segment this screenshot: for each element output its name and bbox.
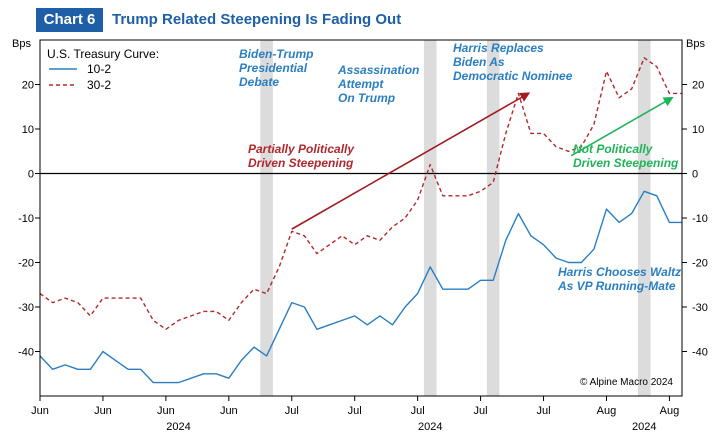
y-tick-label-left: 20 [22,80,34,92]
x-tick-label: Jul [285,405,299,417]
y-axis-label-right: Bps [686,38,705,50]
annotation-assassination-attempt: Assassination Attempt On Trump [337,63,419,105]
x-tick-label: Jul [474,405,488,417]
annotation-partially-political-line: Partially Politically [248,142,355,156]
event-shade-band [637,40,651,396]
annotation-biden-trump-debate-line: Presidential [239,61,308,75]
legend-label-30-2: 30-2 [87,78,111,92]
annotation-harris-replaces-biden-line: Harris Replaces [453,41,544,55]
annotation-biden-trump-debate-line: Debate [239,75,279,89]
y-tick-label-right: -10 [692,213,708,225]
y-tick-label-right: 10 [692,124,704,136]
x-tick-label: Jun [157,405,175,417]
y-tick-label-left: -40 [18,347,34,359]
y-tick-label-right: 0 [692,169,698,181]
annotation-harris-chooses-walz: Harris Chooses Waltz As VP Running-Mate [557,265,681,293]
annotations-group: Biden-Trump Presidential Debate Assassinati… [239,41,681,388]
legend: U.S. Treasury Curve:10-2 30-2 [47,47,159,92]
annotation-assassination-attempt-line: Attempt [337,77,384,91]
source-credit: © Alpine Macro 2024 [580,377,673,388]
y-tick-label-left: -30 [18,302,34,314]
chart-header: Chart 6 Trump Related Steepening Is Fadi… [0,0,727,38]
x-tick-label: Jun [31,405,49,417]
series-line-10-2 [39,190,682,384]
x-tick-label: Jun [94,405,112,417]
chart-title: Trump Related Steepening Is Fading Out [112,11,402,28]
x-year-label: 2024 [632,421,656,433]
annotation-not-political: Not Politically Driven Steepening [573,142,679,170]
legend-title: U.S. Treasury Curve: [47,47,159,61]
x-year-label: 2024 [166,421,190,433]
x-year-label: 2024 [418,421,442,433]
annotation-harris-replaces-biden-line: Biden As [453,55,505,69]
y-tick-label-right: 20 [692,80,704,92]
y-tick-label-left: -20 [18,258,34,270]
annotation-assassination-attempt-line: On Trump [338,91,395,105]
annotation-biden-trump-debate-line: Biden-Trump [239,47,313,61]
event-shade-band [423,40,437,396]
annotation-not-political-line: Driven Steepening [573,156,679,170]
annotation-harris-replaces-biden-line: Democratic Nominee [453,69,573,83]
annotation-not-political-line: Not Politically [573,142,654,156]
chart-number-label: Chart 6 [36,8,103,32]
x-tick-label: Jun [220,405,238,417]
x-tick-label: Jul [536,405,550,417]
event-shade-band [486,40,500,396]
x-tick-label: Jul [348,405,362,417]
x-tick-label: Aug [597,405,617,417]
event-shade-band [260,40,273,396]
legend-label-10-2: 10-2 [87,62,111,76]
annotation-partially-political: Partially Politically Driven Steepening [248,142,355,170]
x-tick-label: Jul [411,405,425,417]
y-tick-label-left: 10 [22,124,34,136]
event-shading-group [260,40,651,396]
annotation-harris-chooses-walz-line: As VP Running-Mate [557,279,676,293]
series-group [39,57,682,384]
y-tick-label-right: -30 [692,302,708,314]
non-political-steepening-arrow [570,96,674,157]
series-line-30-2 [39,57,682,330]
axis-ticks-group: Bps Bps 20 20 10 10 0 0 -10 -10 -20 -20 -30 -30 -40 -40… [12,38,708,433]
y-tick-label-right: -20 [692,258,708,270]
annotation-biden-trump-debate: Biden-Trump Presidential Debate [239,47,313,89]
partial-steepening-arrow [291,92,531,230]
y-tick-label-right: -40 [692,347,708,359]
y-tick-label-left: 0 [28,169,34,181]
x-tick-label: Aug [660,405,680,417]
annotation-harris-replaces-biden: Harris Replaces Biden As Democratic Nomine… [453,41,573,83]
y-tick-label-left: -10 [18,213,34,225]
annotation-assassination-attempt-line: Assassination [337,63,419,77]
annotation-harris-chooses-walz-line: Harris Chooses Waltz [558,265,681,279]
annotation-partially-political-line: Driven Steepening [248,156,354,170]
y-axis-label-left: Bps [12,38,31,50]
